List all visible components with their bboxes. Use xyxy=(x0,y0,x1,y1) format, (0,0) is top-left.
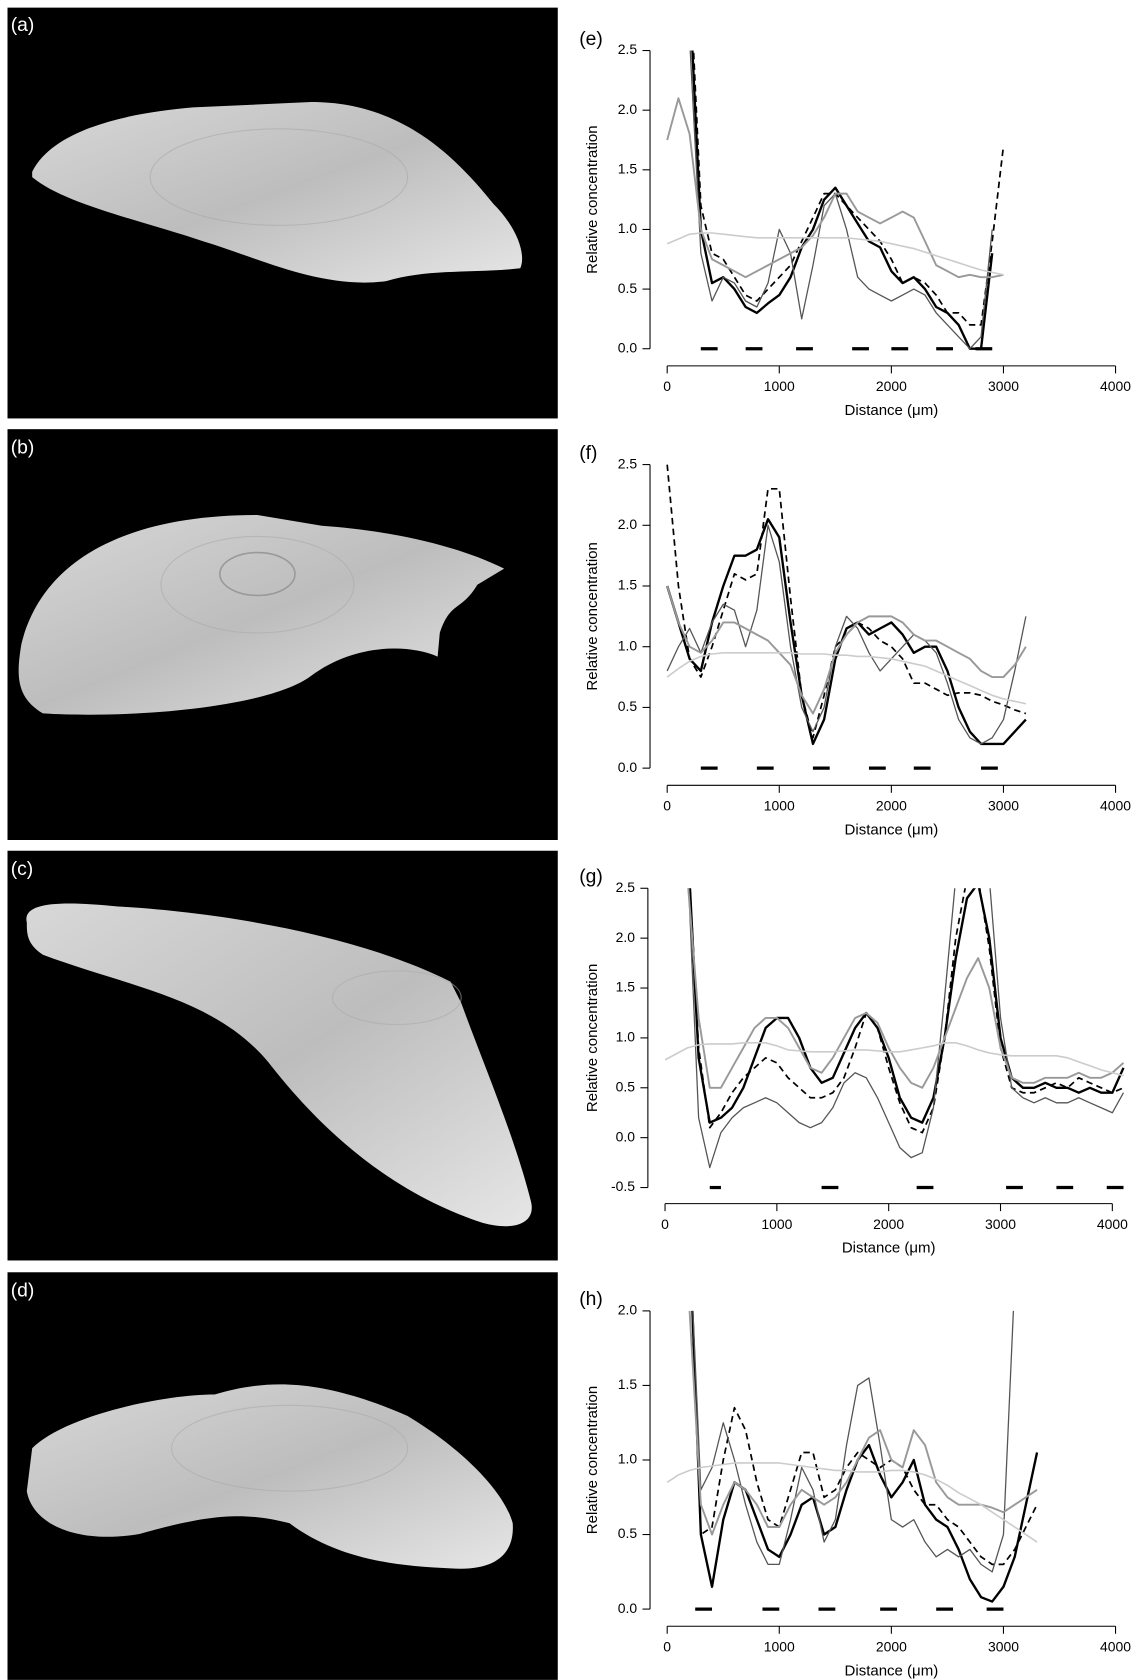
image-label: (d) xyxy=(11,1281,35,1302)
series-line xyxy=(666,524,1027,745)
y-tick-label: 2.0 xyxy=(618,101,638,117)
x-tick-label: 2000 xyxy=(876,378,907,394)
panel-label: (h) xyxy=(579,1289,603,1310)
x-tick-label: 1000 xyxy=(764,797,795,813)
chart: (e) Relative concentration Distance (μm) 0.… xyxy=(579,29,1131,419)
panel-label: (g) xyxy=(579,867,603,888)
otolith xyxy=(32,102,523,283)
y-axis-label: Relative concentration xyxy=(584,1386,601,1534)
series-line xyxy=(666,517,1027,746)
series-line xyxy=(692,1310,1015,1573)
y-tick-label: 1.0 xyxy=(618,1451,638,1467)
y-tick-label: 0.0 xyxy=(618,759,638,775)
y-tick-label: 1.5 xyxy=(618,1376,638,1392)
x-tick-label: 0 xyxy=(661,1216,669,1232)
y-axis-label: Relative concentration xyxy=(584,542,601,690)
series-line xyxy=(687,888,1125,1089)
y-tick-label: 2.5 xyxy=(618,41,638,57)
x-tick-label: 4000 xyxy=(1097,1216,1128,1232)
image-panel: (b) xyxy=(7,429,558,840)
series-line xyxy=(688,888,1125,1124)
chart: (f) Relative concentration Distance (μm) 0.… xyxy=(579,443,1131,838)
y-tick-label: 2.0 xyxy=(618,516,638,532)
y-tick-label: 2.5 xyxy=(616,879,636,895)
otolith xyxy=(18,514,505,715)
y-tick-label: 0.0 xyxy=(618,339,638,355)
x-tick-label: 2000 xyxy=(876,1638,907,1654)
y-tick-label: 2.5 xyxy=(618,455,638,471)
image-panel: (a) xyxy=(7,7,558,419)
series-line xyxy=(688,888,1125,1169)
series-line xyxy=(691,1310,1039,1603)
growth-ring xyxy=(219,551,296,597)
y-tick-label: 1.5 xyxy=(618,161,638,177)
series-line xyxy=(666,97,1004,279)
panel-label: (e) xyxy=(579,29,603,50)
x-axis-label: Distance (μm) xyxy=(845,402,939,419)
x-axis-label: Distance (μm) xyxy=(845,1662,939,1679)
x-tick-label: 1000 xyxy=(761,1216,792,1232)
chart: (h) Relative concentration Distance (μm) 0.… xyxy=(579,1289,1131,1679)
y-tick-label: 0.5 xyxy=(616,1078,636,1094)
y-tick-label: 1.0 xyxy=(618,220,638,236)
growth-ring xyxy=(331,970,462,1026)
series-line xyxy=(666,464,1027,739)
x-tick-label: 1000 xyxy=(764,1638,795,1654)
image-panel: (d) xyxy=(7,1272,558,1680)
y-axis-label: Relative concentration xyxy=(584,125,601,273)
x-tick-label: 3000 xyxy=(985,1216,1016,1232)
series-line xyxy=(692,50,1005,326)
y-tick-label: 0.5 xyxy=(618,1525,638,1541)
series-line xyxy=(691,50,994,350)
x-tick-label: 3000 xyxy=(988,1638,1019,1654)
x-tick-label: 3000 xyxy=(988,797,1019,813)
y-tick-label: 1.0 xyxy=(618,637,638,653)
growth-ring xyxy=(171,1404,409,1492)
otolith xyxy=(26,903,532,1227)
x-axis-label: Distance (μm) xyxy=(842,1240,936,1257)
image-label: (b) xyxy=(11,438,35,459)
series-line xyxy=(666,1462,1038,1543)
series-line xyxy=(666,652,1027,705)
x-tick-label: 2000 xyxy=(873,1216,904,1232)
x-tick-label: 4000 xyxy=(1100,1638,1131,1654)
growth-ring xyxy=(160,535,355,634)
y-tick-label: 1.0 xyxy=(616,1029,636,1045)
series-line xyxy=(688,1310,1038,1536)
panel-label: (f) xyxy=(579,443,597,464)
chart: (g) Relative concentration Distance (μm) -0… xyxy=(579,867,1128,1257)
y-tick-label: 2.0 xyxy=(618,1302,638,1318)
series-line xyxy=(666,585,1027,715)
x-tick-label: 3000 xyxy=(988,378,1019,394)
series-line xyxy=(666,232,1004,276)
series-line xyxy=(691,1310,1038,1566)
series-line xyxy=(689,50,993,350)
y-tick-label: 0.5 xyxy=(618,698,638,714)
x-tick-label: 0 xyxy=(663,797,671,813)
x-tick-label: 4000 xyxy=(1100,797,1131,813)
y-tick-label: 1.5 xyxy=(616,979,636,995)
y-axis-label: Relative concentration xyxy=(584,964,601,1112)
y-tick-label: 0.5 xyxy=(618,280,638,296)
y-tick-label: 2.0 xyxy=(616,929,636,945)
image-label: (a) xyxy=(11,15,35,36)
x-tick-label: 0 xyxy=(663,1638,671,1654)
y-tick-label: 0.0 xyxy=(616,1128,636,1144)
image-panel: (c) xyxy=(7,850,558,1261)
x-tick-label: 4000 xyxy=(1100,378,1131,394)
y-tick-label: -0.5 xyxy=(611,1178,635,1194)
image-label: (c) xyxy=(11,859,34,880)
y-tick-label: 0.0 xyxy=(618,1600,638,1616)
otolith xyxy=(26,1384,513,1569)
x-tick-label: 1000 xyxy=(764,378,795,394)
x-tick-label: 0 xyxy=(663,378,671,394)
y-tick-label: 1.5 xyxy=(618,577,638,593)
x-axis-label: Distance (μm) xyxy=(845,821,939,838)
x-tick-label: 2000 xyxy=(876,797,907,813)
growth-ring xyxy=(149,128,409,226)
series-line xyxy=(664,1042,1124,1077)
series-line xyxy=(689,888,1124,1134)
